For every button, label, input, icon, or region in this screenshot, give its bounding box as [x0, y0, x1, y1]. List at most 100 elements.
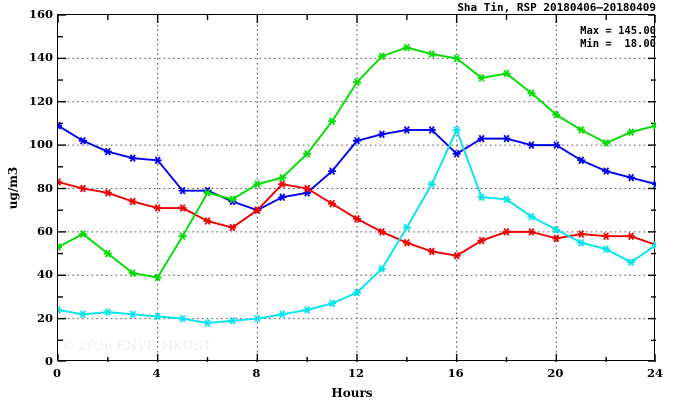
data-point-marker	[652, 240, 656, 249]
y-tick-label: 100	[28, 137, 53, 152]
series-canvas	[58, 15, 656, 362]
data-point-marker	[477, 74, 486, 82]
data-point-marker	[128, 269, 137, 277]
data-point-marker	[627, 173, 636, 182]
data-point-marker	[203, 319, 212, 327]
data-point-marker	[552, 110, 561, 119]
x-tick-label: 0	[52, 366, 62, 380]
x-axis-label: Hours	[331, 386, 373, 400]
stats-annotation: Max = 145.00 Min = 18.00	[580, 25, 656, 51]
data-point-marker	[153, 156, 162, 165]
data-point-marker	[203, 188, 212, 197]
x-tick-label: 20	[547, 366, 564, 380]
data-point-marker	[278, 310, 287, 319]
data-point-marker	[103, 308, 112, 317]
min-value-text: Min = 18.00	[580, 38, 656, 50]
data-point-marker	[78, 136, 87, 145]
data-point-marker	[128, 154, 137, 163]
data-point-marker	[602, 232, 611, 241]
y-axis-label: ug/m3	[6, 166, 20, 210]
series-day2	[58, 178, 656, 260]
data-point-marker	[452, 251, 461, 260]
data-point-marker	[427, 247, 436, 256]
data-point-marker	[278, 180, 287, 189]
max-value-text: Max = 145.00	[580, 25, 656, 37]
data-point-marker	[303, 184, 312, 193]
data-point-marker	[552, 141, 561, 150]
data-point-marker	[452, 54, 461, 63]
data-point-marker	[577, 238, 586, 247]
data-point-marker	[427, 126, 436, 134]
data-point-marker	[278, 173, 287, 182]
data-point-marker	[353, 288, 361, 297]
y-tick-label: 20	[36, 310, 53, 325]
data-point-marker	[602, 245, 611, 254]
data-point-marker	[178, 232, 187, 241]
x-tick-label: 24	[646, 366, 664, 380]
series-day3	[58, 43, 656, 282]
data-point-marker	[502, 134, 511, 143]
plot-area	[57, 14, 656, 362]
data-point-marker	[527, 212, 536, 221]
data-point-marker	[502, 195, 511, 204]
data-point-marker	[552, 225, 561, 234]
data-point-marker	[78, 184, 87, 193]
data-point-marker	[577, 156, 586, 165]
y-tick-label: 60	[36, 223, 53, 238]
data-point-marker	[402, 223, 411, 232]
y-tick-label: 140	[28, 50, 53, 65]
data-point-marker	[153, 204, 162, 212]
data-point-marker	[178, 314, 187, 323]
data-point-marker	[153, 312, 162, 321]
data-point-marker	[203, 217, 212, 225]
y-tick-label: 160	[28, 7, 53, 21]
data-point-marker	[402, 43, 411, 52]
data-point-marker	[303, 149, 312, 158]
data-point-marker	[452, 149, 461, 158]
data-point-marker	[178, 204, 187, 212]
y-tick-label: 0	[44, 354, 53, 368]
x-tick-label: 16	[447, 366, 464, 380]
data-point-marker	[228, 223, 237, 232]
data-point-marker	[477, 236, 486, 245]
data-point-marker	[58, 306, 62, 314]
data-point-marker	[328, 199, 337, 208]
data-point-marker	[602, 139, 611, 147]
data-point-marker	[652, 121, 656, 130]
data-point-marker	[353, 78, 361, 87]
data-point-marker	[627, 258, 636, 267]
data-point-marker	[228, 316, 237, 325]
data-point-marker	[477, 193, 486, 202]
series-day4	[58, 126, 656, 327]
data-point-marker	[103, 188, 112, 197]
data-point-marker	[328, 299, 337, 308]
data-point-marker	[527, 141, 536, 150]
data-point-marker	[552, 234, 561, 243]
x-tick-label: 8	[252, 366, 261, 380]
data-point-marker	[452, 126, 461, 134]
data-point-marker	[502, 227, 511, 236]
page-title: Sha Tin, RSP 20180406‒20180409	[457, 1, 656, 14]
data-point-marker	[527, 227, 536, 236]
data-point-marker	[253, 206, 262, 215]
data-point-marker	[353, 214, 361, 223]
data-point-marker	[128, 197, 137, 206]
y-tick-label: 120	[28, 93, 53, 108]
data-point-marker	[103, 249, 112, 258]
data-point-marker	[402, 238, 411, 247]
data-point-marker	[502, 69, 511, 78]
data-point-marker	[78, 310, 87, 319]
data-point-marker	[128, 310, 137, 319]
data-point-marker	[602, 167, 611, 176]
y-axis-tick-labels: 0 20 40 60 80 100 120 140 160	[0, 0, 53, 409]
data-point-marker	[527, 89, 536, 97]
data-point-marker	[278, 193, 287, 202]
data-point-marker	[103, 147, 112, 156]
data-point-marker	[153, 273, 162, 282]
data-point-marker	[303, 306, 312, 314]
data-point-marker	[377, 227, 386, 236]
data-point-marker	[427, 50, 436, 58]
data-point-marker	[328, 117, 337, 126]
data-point-marker	[402, 126, 411, 134]
